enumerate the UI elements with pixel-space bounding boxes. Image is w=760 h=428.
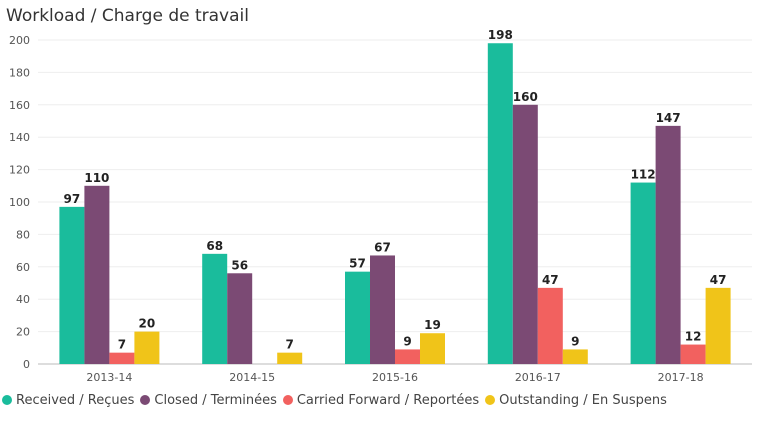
bar: [227, 273, 253, 364]
y-tick-label: 160: [9, 99, 30, 112]
data-label: 67: [374, 240, 391, 254]
bar: [395, 349, 420, 364]
legend-marker: [485, 395, 496, 405]
legend-item[interactable]: Carried Forward / Reportées: [282, 392, 480, 408]
data-label: 68: [206, 239, 223, 253]
y-tick-label: 140: [9, 131, 30, 144]
data-label: 47: [542, 273, 559, 287]
bar: [134, 331, 160, 364]
data-label: 20: [139, 317, 156, 331]
x-tick-label: 2017-18: [658, 371, 704, 384]
data-label: 7: [118, 338, 126, 352]
bar: [562, 349, 588, 364]
x-tick-label: 2016-17: [515, 371, 561, 384]
y-tick-label: 0: [23, 358, 30, 371]
bar: [512, 104, 538, 365]
legend: Received / Reçues Closed / Terminées Carri…: [2, 389, 667, 411]
x-axis-ticks: 2013-14 2014-15 2015-16 2016-17 2017-18: [86, 371, 703, 384]
bar: [705, 287, 731, 364]
bar: [537, 287, 563, 364]
data-label: 56: [231, 258, 248, 272]
y-tick-label: 180: [9, 66, 30, 79]
bar: [680, 344, 706, 364]
data-label: 9: [403, 334, 411, 348]
legend-marker: [2, 395, 12, 405]
y-tick-label: 60: [16, 261, 30, 274]
data-label: 97: [64, 192, 81, 206]
data-label: 160: [513, 90, 538, 104]
bar: [84, 185, 110, 364]
y-tick-label: 100: [9, 196, 30, 209]
bar: [420, 333, 445, 364]
data-label: 57: [349, 257, 366, 271]
y-tick-label: 120: [9, 164, 30, 177]
legend-item[interactable]: Received / Reçues: [2, 393, 134, 408]
y-tick-label: 20: [16, 326, 30, 339]
legend-item[interactable]: Closed / Terminées: [140, 392, 277, 408]
bar: [487, 43, 513, 365]
bar: [277, 352, 303, 364]
data-label: 9: [571, 334, 579, 348]
data-label: 147: [656, 111, 681, 125]
data-label: 7: [286, 338, 294, 352]
bar: [109, 352, 135, 364]
legend-marker: [282, 395, 293, 405]
bar: [59, 206, 85, 364]
bar: [370, 255, 395, 364]
bar: [630, 182, 656, 364]
bar: [345, 271, 370, 364]
legend-label: Outstanding / En Suspens: [499, 392, 667, 408]
legend-marker: [140, 395, 151, 405]
y-tick-label: 200: [9, 34, 30, 47]
y-axis-ticks: 0 20 40 60 80 100 120 140 160 180 200: [9, 34, 30, 371]
x-tick-label: 2014-15: [229, 371, 275, 384]
data-label: 12: [685, 330, 702, 344]
data-label: 47: [710, 273, 727, 287]
bars: [59, 43, 731, 365]
chart-title: Workload / Charge de travail: [6, 6, 249, 26]
data-label: 112: [631, 168, 656, 182]
bar: [655, 125, 681, 364]
data-label: 110: [84, 171, 109, 185]
legend-item[interactable]: Outstanding / En Suspens: [485, 393, 667, 408]
data-label: 198: [488, 28, 513, 42]
x-tick-label: 2015-16: [372, 371, 418, 384]
legend-label: Closed / Terminées: [154, 392, 277, 408]
legend-label: Received / Reçues: [16, 392, 135, 408]
legend-label: Carried Forward / Reportées: [296, 392, 480, 408]
bar: [202, 253, 228, 364]
y-tick-label: 40: [16, 293, 30, 306]
x-tick-label: 2013-14: [86, 371, 132, 384]
data-label: 19: [424, 318, 441, 332]
y-tick-label: 80: [16, 228, 30, 241]
